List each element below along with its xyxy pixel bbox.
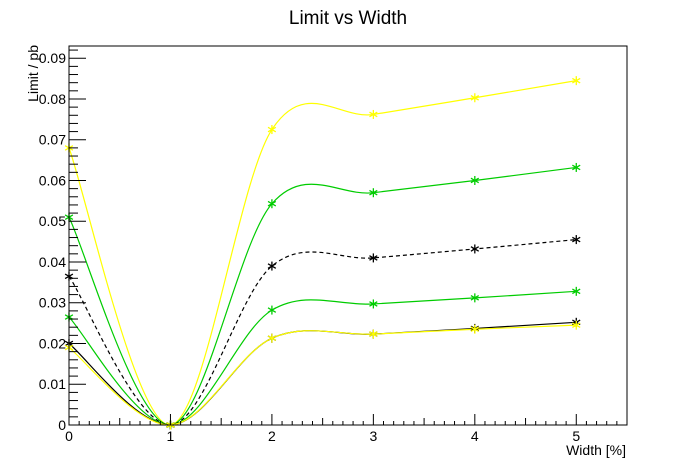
data-point [369, 188, 378, 198]
y-tick-label: 0.04 [39, 254, 66, 270]
data-point [267, 261, 277, 271]
axes: 0 1 2 3 4 5 0 0.01 0.02 0.03 0.04 0.05 0.06 0.07 0.08 0… [39, 49, 628, 444]
series-line [68, 290, 577, 426]
data-point [369, 329, 378, 339]
data-point [572, 235, 581, 245]
data-point [267, 305, 277, 315]
x-tick-label: 2 [268, 428, 276, 444]
data-point [572, 76, 581, 86]
data-point [470, 244, 480, 254]
y-tick-label: 0 [58, 417, 66, 433]
data-point [572, 320, 581, 330]
plot-area [64, 76, 581, 430]
x-tick-label: 3 [369, 428, 377, 444]
data-point [267, 199, 277, 209]
chart-title: Limit vs Width [289, 8, 407, 29]
plot-frame [68, 45, 628, 426]
data-point [470, 324, 480, 334]
y-tick-label: 0.07 [39, 132, 66, 148]
data-point [572, 162, 581, 172]
data-point [470, 293, 480, 303]
y-tick-label: 0.09 [39, 50, 66, 66]
data-point [572, 286, 581, 296]
x-tick-label: 4 [471, 428, 479, 444]
data-point [369, 253, 378, 263]
data-point [267, 333, 277, 343]
data-point [470, 93, 480, 103]
y-tick-label: 0.08 [39, 91, 66, 107]
y-axis-title: Limit / pb [25, 45, 41, 102]
data-point [267, 125, 277, 135]
series-line [68, 324, 577, 426]
data-point [369, 299, 378, 309]
y-tick-label: 0.05 [39, 213, 66, 229]
y-tick-label: 0.02 [39, 335, 66, 351]
x-axis-title: Width [%] [566, 442, 626, 458]
y-tick-label: 0.03 [39, 295, 66, 311]
x-tick-label: 1 [167, 428, 175, 444]
data-point [470, 175, 480, 185]
x-tick-label: 5 [572, 428, 580, 444]
y-tick-label: 0.01 [39, 376, 66, 392]
x-tick-label: 0 [65, 428, 73, 444]
y-tick-label: 0.06 [39, 172, 66, 188]
data-point [369, 109, 378, 119]
